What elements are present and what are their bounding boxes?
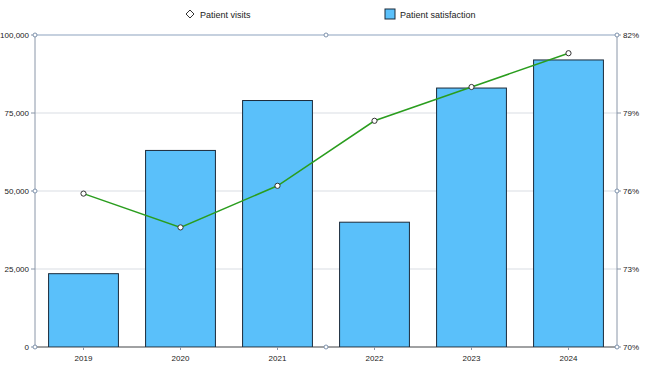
legend-swatch xyxy=(186,10,194,18)
y-tick-label: 0 xyxy=(25,343,30,352)
x-tick-label: 2024 xyxy=(560,354,578,363)
line-marker xyxy=(566,51,571,56)
x-tick-label: 2020 xyxy=(172,354,190,363)
frame-handle xyxy=(324,345,328,349)
tick-mark xyxy=(617,269,621,270)
frame-handle xyxy=(615,33,619,37)
x-tick-mark xyxy=(180,347,181,350)
frame-handle xyxy=(324,33,328,37)
x-tick-label: 2022 xyxy=(366,354,384,363)
x-tick-mark xyxy=(568,347,569,350)
tick-mark xyxy=(31,113,35,114)
legend-label: Patient visits xyxy=(200,10,251,20)
y2-tick-label: 76% xyxy=(623,187,639,196)
y2-tick-label: 79% xyxy=(623,109,639,118)
line-marker xyxy=(81,191,86,196)
x-tick-label: 2019 xyxy=(75,354,93,363)
bar xyxy=(437,88,507,347)
bar xyxy=(146,150,216,347)
x-tick-label: 2021 xyxy=(269,354,287,363)
x-tick-mark xyxy=(471,347,472,350)
bar xyxy=(340,222,410,347)
bar xyxy=(243,101,313,347)
chart: 0 25,000 50,000 75,000 100,000 70% 73% 76% 79% 82… xyxy=(0,0,653,366)
line-marker xyxy=(372,118,377,123)
line xyxy=(84,53,569,227)
x-tick-label: 2023 xyxy=(463,354,481,363)
legend-swatch xyxy=(385,9,395,19)
bar xyxy=(49,274,119,347)
frame-handle xyxy=(615,189,619,193)
y-tick-label: 25,000 xyxy=(5,265,30,274)
line-marker xyxy=(178,225,183,230)
grid-line xyxy=(35,269,617,270)
legend-label: Patient satisfaction xyxy=(400,10,476,20)
plot-marks xyxy=(49,51,604,347)
frame-handle xyxy=(33,189,37,193)
line-marker xyxy=(275,183,280,188)
tick-mark xyxy=(31,269,35,270)
y-tick-label: 75,000 xyxy=(5,109,30,118)
y-tick-label: 50,000 xyxy=(5,187,30,196)
bar xyxy=(534,60,604,347)
y2-tick-label: 73% xyxy=(623,265,639,274)
grid-line xyxy=(35,113,617,114)
x-tick-mark xyxy=(277,347,278,350)
y-tick-label: 100,000 xyxy=(0,31,29,40)
x-tick-mark xyxy=(83,347,84,350)
grid-line xyxy=(35,191,617,192)
frame-handle xyxy=(615,345,619,349)
x-tick-mark xyxy=(374,347,375,350)
line-marker xyxy=(469,84,474,89)
y2-tick-label: 70% xyxy=(623,343,639,352)
frame-handle xyxy=(33,345,37,349)
frame-handle xyxy=(33,33,37,37)
y2-tick-label: 82% xyxy=(623,31,639,40)
tick-mark xyxy=(617,113,621,114)
